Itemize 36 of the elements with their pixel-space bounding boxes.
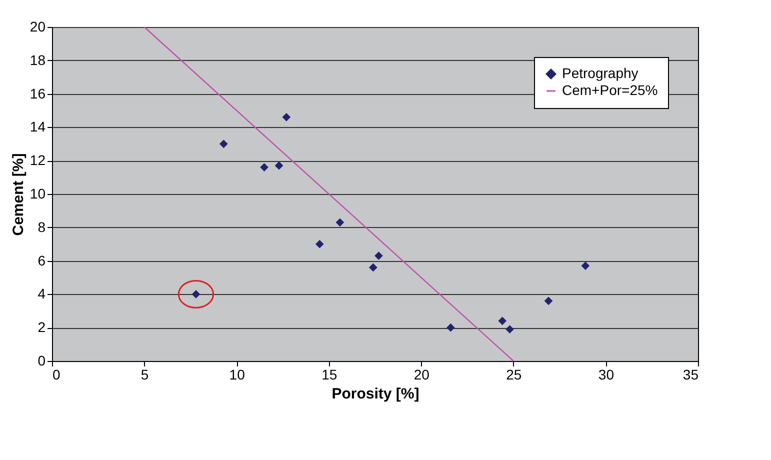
x-tick-label: 35: [682, 366, 699, 382]
y-tick-label: 8: [38, 218, 46, 235]
y-tick-label: 14: [30, 118, 46, 135]
point: [315, 240, 324, 248]
y-tick-label: 20: [30, 18, 46, 34]
point: [260, 163, 268, 172]
point: [219, 140, 228, 148]
point: [374, 252, 383, 260]
point: [446, 323, 455, 332]
x-tick-label: 20: [414, 366, 430, 382]
y-tick-label: 0: [38, 352, 46, 368]
y-tick-label: 12: [30, 152, 46, 168]
point: [498, 316, 507, 326]
y-tick-label: 6: [38, 252, 46, 268]
point: [506, 325, 514, 334]
x-tick-label: 15: [322, 366, 338, 382]
y-axis-title: Cement [%]: [10, 153, 27, 236]
x-tick-label: 30: [598, 366, 614, 382]
x-tick-label: 0: [52, 366, 60, 382]
y-tick-label: 4: [38, 286, 46, 302]
point: [581, 262, 590, 270]
legend-label: Cem+Por=25%: [562, 82, 658, 98]
y-tick-label: 16: [30, 85, 46, 102]
x-axis-title: Porosity [%]: [332, 386, 420, 402]
x-tick-label: 25: [506, 366, 522, 382]
point: [544, 296, 553, 306]
point: [368, 263, 378, 272]
y-tick-label: 10: [30, 186, 46, 202]
legend-label: Petrography: [562, 65, 638, 81]
x-tick-label: 5: [140, 366, 149, 382]
point: [282, 112, 291, 122]
y-tick-label: 18: [30, 52, 46, 68]
point: [274, 161, 284, 170]
y-tick-label: 2: [38, 319, 46, 336]
point: [336, 218, 344, 227]
x-tick-label: 10: [229, 366, 246, 382]
